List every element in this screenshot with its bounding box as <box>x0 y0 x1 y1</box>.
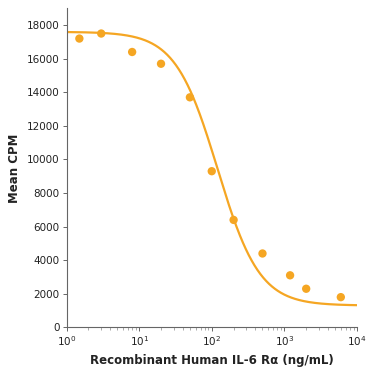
Point <box>209 168 215 174</box>
Point <box>260 251 266 257</box>
Point <box>98 30 104 36</box>
Point <box>231 217 237 223</box>
Point <box>338 294 344 300</box>
X-axis label: Recombinant Human IL-6 Rα (ng/mL): Recombinant Human IL-6 Rα (ng/mL) <box>90 354 334 367</box>
Point <box>303 286 309 292</box>
Point <box>287 272 293 278</box>
Point <box>187 94 193 100</box>
Y-axis label: Mean CPM: Mean CPM <box>8 133 21 202</box>
Point <box>158 61 164 67</box>
Point <box>76 36 82 42</box>
Point <box>129 49 135 55</box>
